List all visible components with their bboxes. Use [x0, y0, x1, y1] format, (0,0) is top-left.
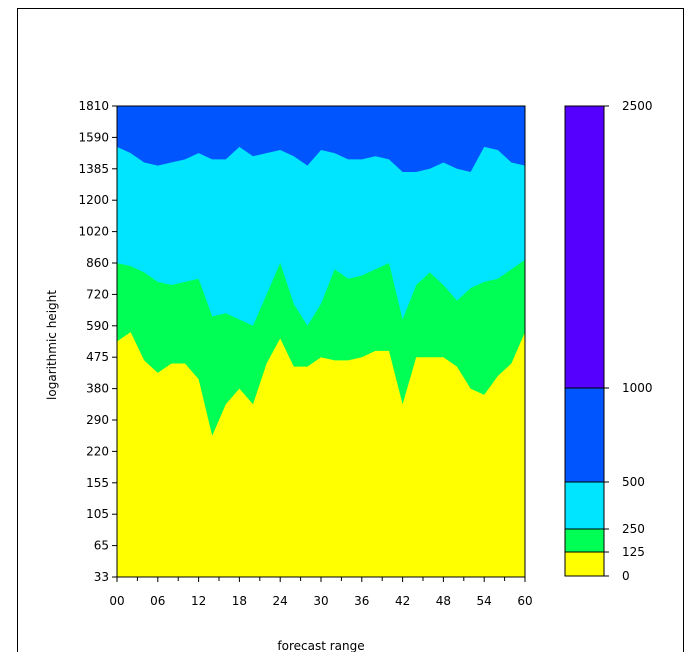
y-tick-label: 1385: [78, 162, 109, 176]
colorbar-tick-label: 250: [622, 522, 645, 536]
y-tick-label: 475: [86, 350, 109, 364]
y-tick-label: 65: [94, 539, 109, 553]
colorbar-segment: [565, 388, 604, 482]
y-tick-label: 590: [86, 319, 109, 333]
colorbar-segment: [565, 106, 604, 388]
x-tick-label: 60: [517, 594, 532, 608]
y-tick-label: 33: [94, 570, 109, 584]
band-0-125: [117, 332, 525, 577]
colorbar-tick-label: 125: [622, 545, 645, 559]
x-tick-label: 30: [313, 594, 328, 608]
colorbar-tick-label: 1000: [622, 381, 653, 395]
y-tick-label: 105: [86, 507, 109, 521]
figure-frame: [17, 8, 684, 652]
y-axis-title: logarithmic height: [45, 290, 59, 400]
plot-area: 3365105155220290380475590720860102012001…: [78, 99, 532, 608]
colorbar: 0 125 250 500 1000 2500: [564, 99, 653, 583]
y-tick-label: 155: [86, 476, 109, 490]
x-tick-label: 18: [232, 594, 247, 608]
colorbar-segment: [565, 482, 604, 529]
colorbar-segment: [565, 529, 604, 552]
x-tick-label: 12: [191, 594, 206, 608]
colorbar-tick-label: 2500: [622, 99, 653, 113]
x-tick-label: 00: [109, 594, 124, 608]
y-tick-label: 380: [86, 382, 109, 396]
x-axis-title: forecast range: [277, 639, 364, 652]
colorbar-tick-label: 0: [622, 569, 630, 583]
y-tick-label: 720: [86, 287, 109, 301]
x-tick-label: 24: [273, 594, 288, 608]
y-tick-label: 1020: [78, 225, 109, 239]
x-tick-label: 36: [354, 594, 369, 608]
y-tick-label: 1200: [78, 193, 109, 207]
colorbar-segment: [565, 552, 604, 576]
x-tick-label: 06: [150, 594, 165, 608]
y-tick-label: 1590: [78, 130, 109, 144]
x-tick-label: 42: [395, 594, 410, 608]
y-tick-label: 220: [86, 444, 109, 458]
y-tick-label: 1810: [78, 99, 109, 113]
x-tick-label: 54: [477, 594, 492, 608]
y-tick-label: 860: [86, 256, 109, 270]
colorbar-tick-label: 500: [622, 475, 645, 489]
x-tick-label: 48: [436, 594, 451, 608]
y-tick-label: 290: [86, 413, 109, 427]
